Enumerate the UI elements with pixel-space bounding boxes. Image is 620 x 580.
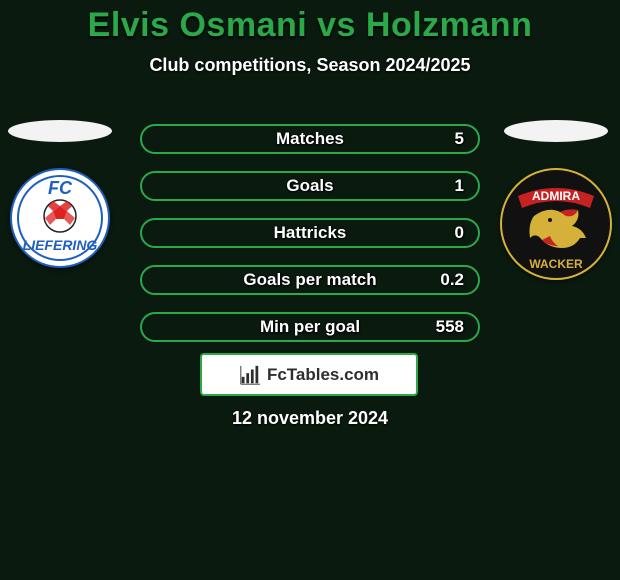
stat-row: Matches 5 xyxy=(140,124,480,154)
right-player-column: ADMIRA WACKER xyxy=(500,120,612,280)
stat-label: Goals per match xyxy=(142,267,478,293)
admira-wacker-badge-svg: ADMIRA WACKER xyxy=(500,168,612,280)
stat-row: Goals 1 xyxy=(140,171,480,201)
left-player-column: FC LIEFERING xyxy=(8,120,112,268)
card-title: Elvis Osmani vs Holzmann xyxy=(0,0,620,45)
stat-value-right: 0 xyxy=(455,220,464,246)
card-date: 12 november 2024 xyxy=(0,408,620,429)
country-flag-placeholder-left xyxy=(8,120,112,142)
stat-label: Goals xyxy=(142,173,478,199)
comparison-card: Elvis Osmani vs Holzmann Club competitio… xyxy=(0,0,620,460)
stat-row: Hattricks 0 xyxy=(140,218,480,248)
right-club-badge: ADMIRA WACKER xyxy=(500,168,612,280)
badge-text-top: FC xyxy=(48,178,73,198)
stat-row: Min per goal 558 xyxy=(140,312,480,342)
badge-banner-text: ADMIRA xyxy=(532,189,580,203)
card-subtitle: Club competitions, Season 2024/2025 xyxy=(0,55,620,76)
bar-chart-icon xyxy=(239,364,261,386)
stat-label: Matches xyxy=(142,126,478,152)
stat-value-right: 1 xyxy=(455,173,464,199)
stat-value-right: 558 xyxy=(436,314,464,340)
stat-row: Goals per match 0.2 xyxy=(140,265,480,295)
stat-label: Min per goal xyxy=(142,314,478,340)
left-club-badge: FC LIEFERING xyxy=(10,168,110,268)
stat-rows: Matches 5 Goals 1 Hattricks 0 Goals per … xyxy=(140,124,480,342)
stat-value-right: 0.2 xyxy=(440,267,464,293)
brand-text: FcTables.com xyxy=(267,365,379,385)
stat-value-right: 5 xyxy=(455,126,464,152)
badge-bottom-text: WACKER xyxy=(529,257,583,271)
badge-text-bottom: LIEFERING xyxy=(23,237,98,253)
brand-box[interactable]: FcTables.com xyxy=(200,353,418,396)
country-flag-placeholder-right xyxy=(504,120,608,142)
liefering-badge-svg: FC LIEFERING xyxy=(10,168,110,268)
stat-label: Hattricks xyxy=(142,220,478,246)
